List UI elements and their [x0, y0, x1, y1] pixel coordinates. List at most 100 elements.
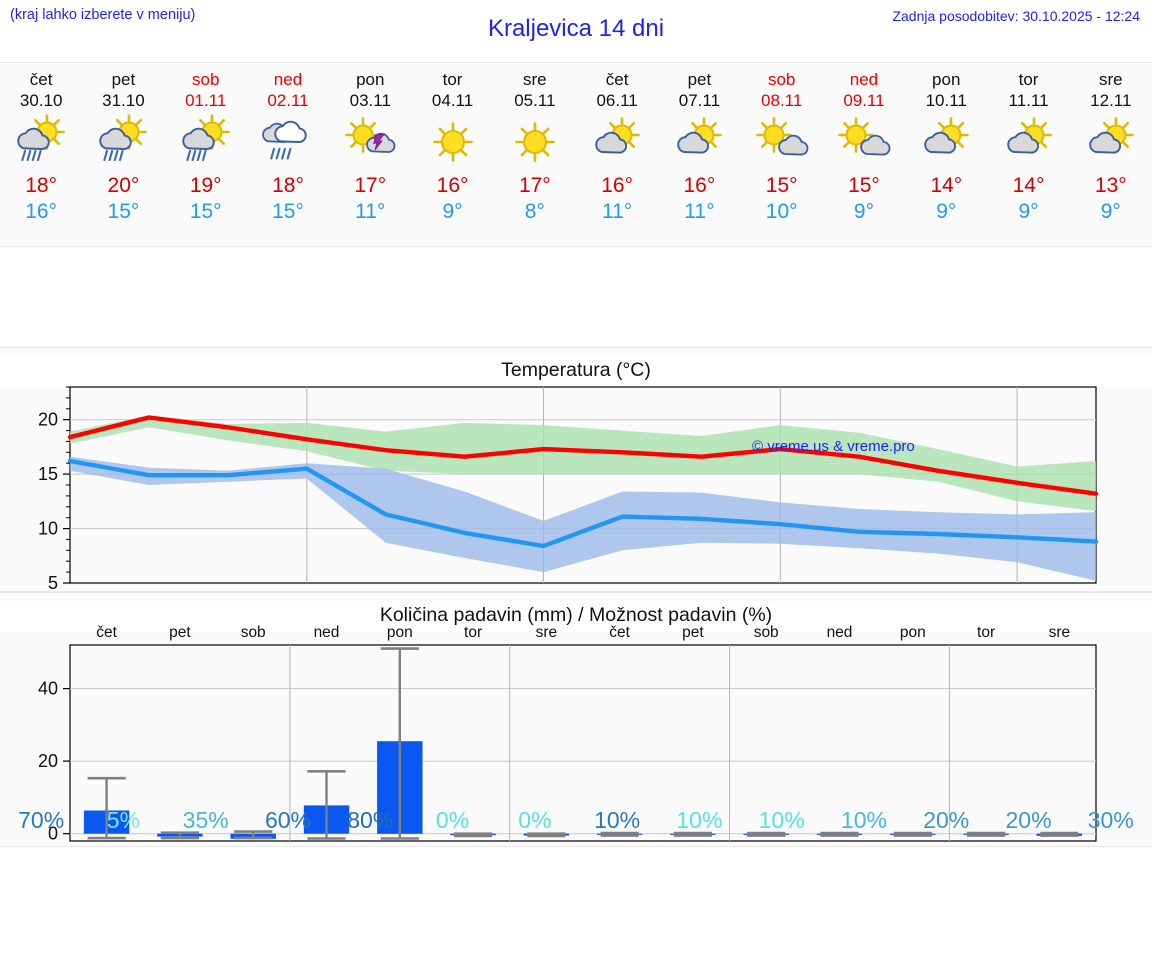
precipitation-probability: 70% — [18, 807, 65, 833]
forecast-day-column[interactable]: čet 06.11 16° 11° — [576, 63, 658, 246]
svg-text:pon: pon — [900, 624, 926, 641]
svg-text:sre: sre — [1049, 624, 1071, 641]
precipitation-chart-title: Količina padavin (mm) / Možnost padavin … — [0, 601, 1152, 632]
temp-min: 11° — [355, 200, 386, 223]
day-date: 09.11 — [843, 91, 885, 110]
temp-max: 13° — [1094, 174, 1127, 197]
precipitation-chart-panel: Količina padavin (mm) / Možnost padavin … — [0, 592, 1152, 847]
svg-text:pet: pet — [169, 624, 191, 641]
svg-text:čet: čet — [96, 624, 117, 641]
day-date: 10.11 — [925, 91, 967, 110]
day-date: 05.11 — [514, 91, 556, 110]
svg-text:pet: pet — [682, 624, 704, 641]
svg-text:pon: pon — [387, 624, 413, 641]
svg-text:0: 0 — [48, 824, 58, 844]
forecast-day-column[interactable]: čet 30.10 18° 16° — [0, 63, 82, 246]
day-of-week: ned — [849, 70, 879, 89]
sun-thunderstorm-icon — [341, 113, 399, 171]
cloud-rain-icon — [259, 113, 317, 171]
svg-text:10: 10 — [38, 519, 58, 539]
temp-max: 17° — [518, 174, 551, 197]
temp-min: 15° — [272, 200, 304, 223]
day-date: 01.11 — [185, 91, 227, 110]
temp-min: 11° — [684, 200, 715, 223]
day-date: 30.10 — [19, 91, 63, 110]
temp-max: 15° — [848, 174, 880, 197]
day-of-week: pon — [356, 70, 385, 89]
day-date: 03.11 — [349, 91, 391, 110]
forecast-day-column[interactable]: pon 03.11 17° 11° — [329, 63, 411, 246]
day-date: 31.10 — [102, 91, 145, 110]
svg-text:sre: sre — [536, 624, 558, 641]
svg-text:40: 40 — [38, 679, 58, 699]
sun-cloud-icon — [917, 113, 975, 171]
sun-cloud-icon — [670, 113, 728, 171]
sun-cloud-right-icon — [753, 113, 811, 171]
sun-cloud-icon — [1000, 113, 1058, 171]
forecast-day-strip: čet 30.10 18° 16° pet 31.10 20° 15° sob 01.11 1… — [0, 62, 1152, 247]
forecast-day-column[interactable]: pon 10.11 14° 9° — [905, 63, 987, 246]
svg-text:5: 5 — [48, 573, 58, 593]
precipitation-probability: 5% — [106, 807, 141, 833]
day-of-week: pet — [111, 70, 136, 89]
temp-max: 16° — [683, 174, 716, 197]
sun-cloud-icon — [1082, 113, 1140, 171]
svg-text:ned: ned — [314, 624, 340, 641]
temp-min: 9° — [1100, 200, 1121, 223]
temp-max: 19° — [189, 174, 222, 197]
forecast-day-column[interactable]: sre 05.11 17° 8° — [494, 63, 576, 246]
temp-min: 8° — [524, 200, 545, 223]
spacer — [0, 247, 1152, 347]
sun-cloud-right-icon — [835, 113, 893, 171]
forecast-day-column[interactable]: sob 08.11 15° 10° — [741, 63, 823, 246]
day-date: 06.11 — [596, 91, 638, 110]
precipitation-probability: 35% — [182, 807, 229, 833]
svg-text:20: 20 — [38, 410, 58, 430]
day-of-week: sob — [191, 70, 220, 89]
forecast-day-column[interactable]: tor 04.11 16° 9° — [411, 63, 493, 246]
precipitation-probability: 20% — [923, 807, 970, 833]
temp-max: 16° — [436, 174, 469, 197]
temp-max: 14° — [930, 174, 963, 197]
temp-max: 15° — [765, 174, 798, 197]
svg-text:sob: sob — [754, 624, 779, 641]
forecast-day-column[interactable]: pet 31.10 20° 15° — [82, 63, 164, 246]
forecast-day-column[interactable]: sre 12.11 13° 9° — [1070, 63, 1152, 246]
temperature-chart-title: Temperatura (°C) — [0, 356, 1152, 387]
precipitation-probability: 60% — [264, 807, 311, 833]
precipitation-probability: 10% — [840, 807, 887, 833]
svg-text:tor: tor — [464, 624, 482, 641]
day-date: 12.11 — [1090, 91, 1132, 110]
temperature-chart-panel: Temperatura (°C) 5 10 15 20 © vreme.us & vr… — [0, 347, 1152, 593]
forecast-day-column[interactable]: pet 07.11 16° 11° — [658, 63, 740, 246]
forecast-day-column[interactable]: tor 11.11 14° 9° — [987, 63, 1069, 246]
temperature-chart-svg: 5 10 15 20 — [38, 386, 1099, 593]
svg-text:20: 20 — [38, 751, 58, 771]
temp-max: 14° — [1012, 174, 1045, 197]
precipitation-probability: 10% — [758, 807, 805, 833]
precipitation-probability: 10% — [594, 807, 641, 833]
last-updated-text: Zadnja posodobitev: 30.10.2025 - 12:24 — [892, 8, 1140, 24]
temp-min: 9° — [1018, 200, 1039, 223]
temp-max: 18° — [25, 174, 58, 197]
precipitation-probability: 0% — [435, 807, 470, 833]
temp-max: 18° — [272, 174, 304, 197]
day-of-week: ned — [273, 70, 303, 89]
temp-min: 11° — [602, 200, 633, 223]
day-of-week: čet — [605, 70, 629, 89]
precipitation-probability: 0% — [518, 807, 552, 833]
sun-cloud-rain-icon — [12, 113, 70, 171]
svg-text:ned: ned — [827, 624, 853, 641]
forecast-day-column[interactable]: sob 01.11 19° 15° — [165, 63, 247, 246]
forecast-day-column[interactable]: ned 09.11 15° 9° — [823, 63, 905, 246]
day-date: 07.11 — [678, 91, 721, 110]
day-of-week: tor — [442, 70, 463, 89]
precipitation-probability: 30% — [1087, 807, 1134, 833]
sun-icon — [424, 113, 482, 171]
sun-cloud-rain-icon — [177, 113, 235, 171]
day-date: 08.11 — [761, 91, 803, 110]
day-of-week: sob — [767, 70, 796, 89]
sun-icon — [506, 113, 564, 171]
forecast-day-column[interactable]: ned 02.11 18° 15° — [247, 63, 329, 246]
svg-text:15: 15 — [38, 464, 58, 484]
